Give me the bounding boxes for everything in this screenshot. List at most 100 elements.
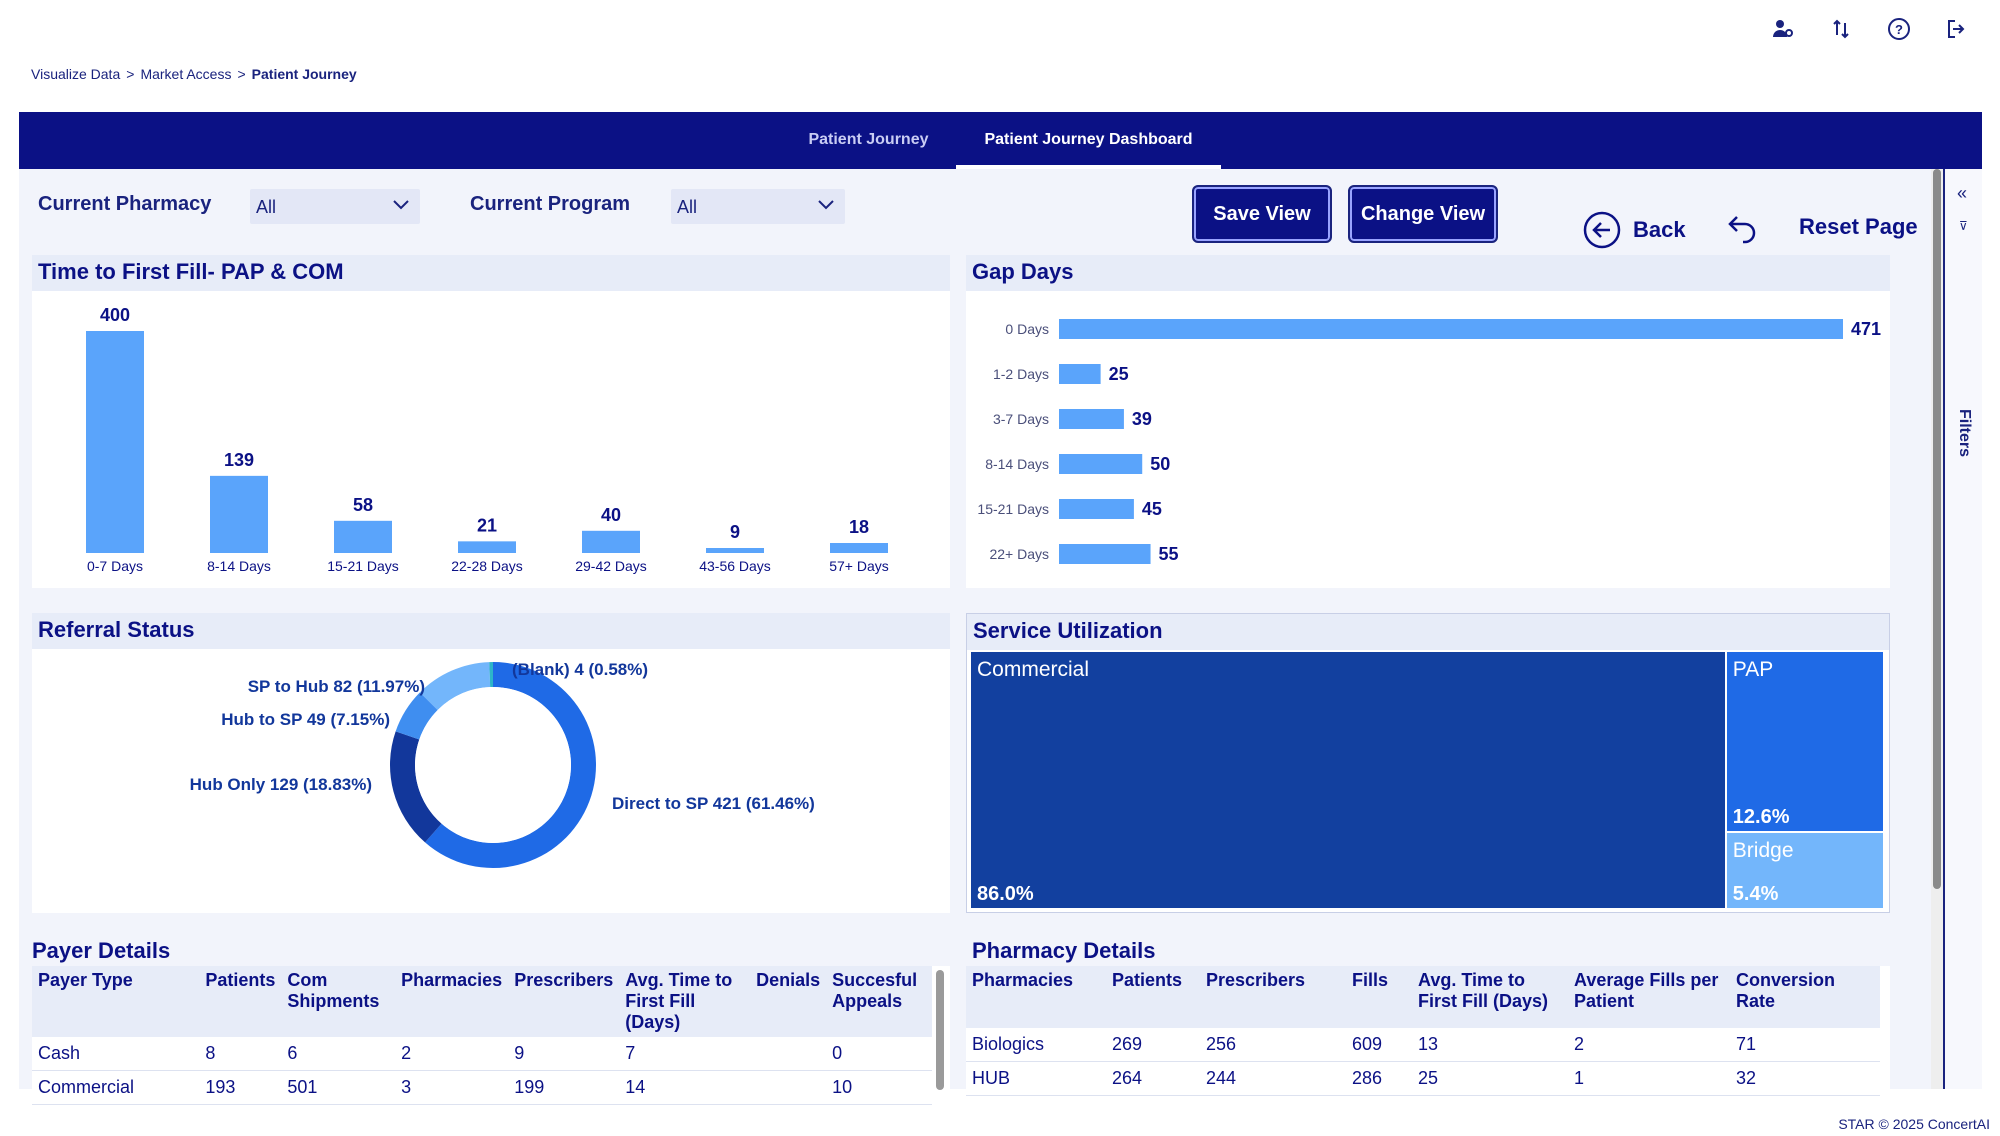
table-cell: 193 <box>199 1070 282 1105</box>
referral-slice-label: Hub Only 129 (18.83%) <box>190 775 372 794</box>
gap-tick-label: 15-21 Days <box>977 501 1049 517</box>
arrow-left-circle-icon <box>1583 211 1621 249</box>
table-header[interactable]: Average Fills per Patient <box>1568 966 1730 1028</box>
ttff-tick-label: 0-7 Days <box>87 558 143 574</box>
table-cell: 1 <box>1568 1061 1730 1096</box>
table-cell: 264 <box>1106 1061 1200 1096</box>
treemap-tile[interactable]: Bridge 5.4% <box>1726 832 1883 908</box>
table-cell: 71 <box>1730 1028 1880 1062</box>
change-view-button[interactable]: Change View <box>1348 185 1498 243</box>
referral-slice[interactable] <box>395 692 438 740</box>
gap-bar[interactable] <box>1059 544 1151 564</box>
program-select[interactable]: All <box>671 189 845 224</box>
ttff-bar[interactable] <box>210 475 268 553</box>
gap-bar[interactable] <box>1059 319 1843 339</box>
ttff-data-label: 18 <box>849 517 869 537</box>
ttff-bar[interactable] <box>706 548 764 553</box>
collapse-chevron-icon[interactable]: « <box>1957 183 1968 203</box>
treemap-tile[interactable]: PAP 12.6% <box>1726 652 1883 831</box>
ttff-bar[interactable] <box>86 331 144 553</box>
breadcrumb-item[interactable]: Visualize Data <box>31 66 121 82</box>
table-cell: 2 <box>1568 1028 1730 1062</box>
tab-patient-journey-dashboard[interactable]: Patient Journey Dashboard <box>956 112 1221 169</box>
main-nav: Patient Journey Patient Journey Dashboar… <box>19 112 1982 169</box>
treemap-tile[interactable]: Commercial 86.0% <box>971 652 1725 908</box>
help-icon[interactable]: ? <box>1884 14 1914 44</box>
table-header[interactable]: Patients <box>199 966 282 1037</box>
referral-slice[interactable] <box>425 662 596 868</box>
chevron-down-icon <box>817 196 835 217</box>
table-cell: 286 <box>1346 1061 1412 1096</box>
treemap-label: PAP <box>1732 658 1774 681</box>
table-row[interactable]: HUB 264 244 286 25 1 32 <box>966 1061 1880 1096</box>
sort-arrows-icon[interactable] <box>1826 14 1856 44</box>
table-row[interactable]: Biologics 269 256 609 13 2 71 <box>966 1028 1880 1062</box>
user-settings-icon[interactable] <box>1768 14 1798 44</box>
table-header[interactable]: Pharmacies <box>395 966 509 1037</box>
back-button[interactable]: Back <box>1583 211 1686 249</box>
table-header[interactable]: Avg. Time to First Fill (Days) <box>1412 966 1568 1028</box>
referral-slice[interactable] <box>489 662 493 688</box>
gap-bar[interactable] <box>1059 499 1134 519</box>
ttff-data-label: 40 <box>601 505 621 525</box>
table-header[interactable]: Conversion Rate <box>1730 966 1880 1028</box>
reset-page-button[interactable]: Reset Page <box>1725 209 1918 245</box>
gap-bar[interactable] <box>1059 409 1124 429</box>
table-cell: 3 <box>395 1070 509 1105</box>
ttff-bar[interactable] <box>830 543 888 553</box>
table-cell: 0 <box>826 1037 932 1071</box>
ttff-bar[interactable] <box>334 520 392 553</box>
ttff-tick-label: 15-21 Days <box>327 558 399 574</box>
gap-tick-label: 0 Days <box>1005 321 1049 337</box>
referral-slice-label: SP to Hub 82 (11.97%) <box>248 677 425 696</box>
pharmacy-select[interactable]: All <box>250 189 420 224</box>
table-header[interactable]: Prescribers <box>508 966 620 1037</box>
table-cell: 256 <box>1200 1028 1346 1062</box>
gap-days-bar-chart: 0 Days 471 1-2 Days 25 3-7 Days 39 8-14 Days 50… <box>977 319 1881 564</box>
referral-slice[interactable] <box>419 662 491 711</box>
logout-icon[interactable] <box>1942 14 1972 44</box>
table-header[interactable]: Fills <box>1346 966 1412 1028</box>
table-header[interactable]: Denials <box>750 966 827 1037</box>
filters-pane-label: Filters <box>1956 409 1973 458</box>
breadcrumb-separator: > <box>237 66 246 82</box>
table-cell: 9 <box>508 1037 620 1071</box>
ttff-tick-label: 57+ Days <box>829 558 889 574</box>
table-header[interactable]: Succesful Appeals <box>826 966 932 1037</box>
gap-tick-label: 8-14 Days <box>985 456 1049 472</box>
scrollbar-thumb[interactable] <box>1933 169 1941 889</box>
table-header[interactable]: Avg. Time to First Fill (Days) <box>619 966 751 1037</box>
payer-scrollbar[interactable] <box>936 970 944 1090</box>
table-cell: 199 <box>508 1070 620 1105</box>
table-cell: 8 <box>199 1037 282 1071</box>
filter-funnel-icon: ⊽ <box>1959 219 1968 233</box>
gap-bar[interactable] <box>1059 364 1101 384</box>
pharmacy-table: Pharmacies Patients Prescribers Fills Avg. T… <box>966 966 1880 1096</box>
table-header[interactable]: Prescribers <box>1200 966 1346 1028</box>
gap-data-label: 471 <box>1851 319 1881 339</box>
table-header[interactable]: Pharmacies <box>966 966 1106 1028</box>
table-cell: 6 <box>281 1037 396 1071</box>
content-scrollbar[interactable] <box>1931 169 1943 1089</box>
table-header[interactable]: Payer Type <box>32 966 200 1037</box>
svg-text:?: ? <box>1895 22 1903 37</box>
table-row[interactable]: Cash 8 6 2 9 7 0 <box>32 1037 932 1071</box>
table-header[interactable]: Com Shipments <box>281 966 396 1037</box>
ttff-bar[interactable] <box>458 541 516 553</box>
save-view-button[interactable]: Save View <box>1192 185 1332 243</box>
breadcrumb-item[interactable]: Market Access <box>140 66 232 82</box>
table-row[interactable]: Commercial 193 501 3 199 14 10 <box>32 1070 932 1105</box>
tab-patient-journey[interactable]: Patient Journey <box>808 131 929 148</box>
ttff-data-label: 9 <box>730 522 740 542</box>
ttff-bar[interactable] <box>582 530 640 553</box>
table-cell: 501 <box>281 1070 396 1105</box>
table-cell <box>750 1070 827 1105</box>
gap-bar[interactable] <box>1059 454 1143 474</box>
referral-slice-label: Hub to SP 49 (7.15%) <box>221 710 390 729</box>
program-select-value: All <box>677 197 698 217</box>
table-header[interactable]: Patients <box>1106 966 1200 1028</box>
ttff-tick-label: 43-56 Days <box>699 558 771 574</box>
referral-slice[interactable] <box>390 731 442 843</box>
filters-pane[interactable]: « ⊽ Filters <box>1943 169 1982 1089</box>
ttff-tick-label: 22-28 Days <box>451 558 523 574</box>
